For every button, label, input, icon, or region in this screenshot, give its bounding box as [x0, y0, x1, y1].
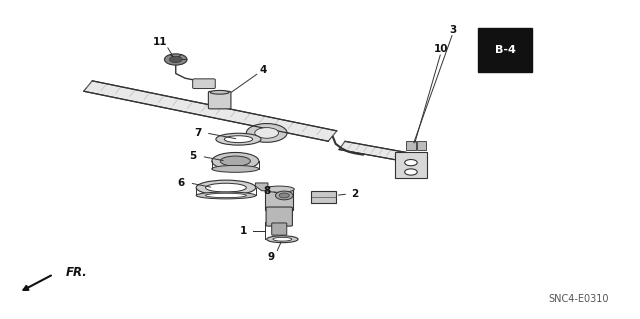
Text: 3: 3	[449, 25, 456, 35]
FancyBboxPatch shape	[193, 79, 215, 89]
Text: 10: 10	[434, 44, 448, 55]
FancyBboxPatch shape	[417, 141, 426, 150]
FancyBboxPatch shape	[266, 207, 292, 226]
Ellipse shape	[216, 133, 261, 145]
Circle shape	[279, 193, 289, 198]
Ellipse shape	[212, 152, 259, 170]
Polygon shape	[84, 81, 337, 141]
Ellipse shape	[211, 90, 229, 94]
Ellipse shape	[225, 136, 253, 143]
FancyBboxPatch shape	[396, 152, 427, 178]
Polygon shape	[339, 141, 414, 162]
Ellipse shape	[196, 192, 256, 199]
FancyBboxPatch shape	[266, 189, 293, 210]
Text: 7: 7	[195, 128, 202, 138]
Text: B-4: B-4	[495, 45, 515, 55]
Ellipse shape	[246, 123, 287, 142]
Text: 6: 6	[177, 178, 184, 188]
Ellipse shape	[196, 180, 256, 195]
Text: FR.: FR.	[66, 265, 88, 278]
FancyBboxPatch shape	[209, 91, 231, 109]
Text: SNC4-E0310: SNC4-E0310	[548, 293, 609, 304]
Ellipse shape	[273, 237, 292, 241]
Ellipse shape	[255, 128, 278, 138]
FancyBboxPatch shape	[272, 223, 287, 235]
Ellipse shape	[205, 183, 246, 192]
Text: B-4: B-4	[495, 45, 515, 55]
Polygon shape	[255, 183, 268, 191]
Circle shape	[170, 56, 182, 63]
Circle shape	[404, 169, 417, 175]
Ellipse shape	[212, 166, 259, 172]
Text: 1: 1	[240, 226, 247, 236]
Circle shape	[275, 191, 293, 200]
Ellipse shape	[267, 236, 298, 243]
Ellipse shape	[264, 186, 294, 192]
Circle shape	[164, 54, 187, 65]
Text: 11: 11	[153, 37, 167, 47]
Text: 9: 9	[268, 252, 275, 262]
Text: 2: 2	[351, 189, 359, 199]
FancyBboxPatch shape	[406, 141, 416, 150]
Circle shape	[404, 160, 417, 166]
Ellipse shape	[220, 156, 250, 166]
Text: 5: 5	[189, 152, 197, 161]
Text: 8: 8	[263, 186, 270, 196]
FancyBboxPatch shape	[310, 191, 336, 203]
Text: 4: 4	[260, 65, 268, 75]
Ellipse shape	[205, 193, 246, 198]
